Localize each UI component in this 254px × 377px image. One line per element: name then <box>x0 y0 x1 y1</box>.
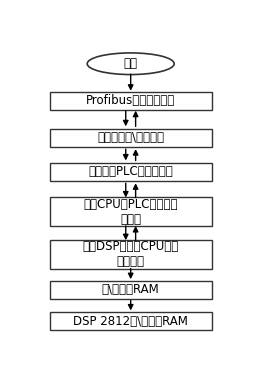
FancyBboxPatch shape <box>50 240 211 269</box>
FancyBboxPatch shape <box>50 92 211 110</box>
FancyBboxPatch shape <box>50 313 211 330</box>
FancyBboxPatch shape <box>50 281 211 299</box>
Text: 触摸屏输入\输出数据: 触摸屏输入\输出数据 <box>97 131 164 144</box>
Text: 数据放入PLC对应地址中: 数据放入PLC对应地址中 <box>88 166 172 178</box>
Ellipse shape <box>87 53 173 75</box>
Text: Profibus总线桥初始化: Profibus总线桥初始化 <box>86 94 175 107</box>
Text: 上电: 上电 <box>123 57 137 70</box>
FancyBboxPatch shape <box>50 129 211 147</box>
Text: DSP 2812读\写双口RAM: DSP 2812读\写双口RAM <box>73 315 187 328</box>
FancyBboxPatch shape <box>50 198 211 226</box>
Text: 现场DSP与接口CPU进行
数据交换: 现场DSP与接口CPU进行 数据交换 <box>82 241 178 268</box>
Text: 读\写双口RAM: 读\写双口RAM <box>101 284 159 296</box>
Text: 接口CPU与PLC中进行数
据交换: 接口CPU与PLC中进行数 据交换 <box>83 198 177 226</box>
FancyBboxPatch shape <box>50 163 211 181</box>
